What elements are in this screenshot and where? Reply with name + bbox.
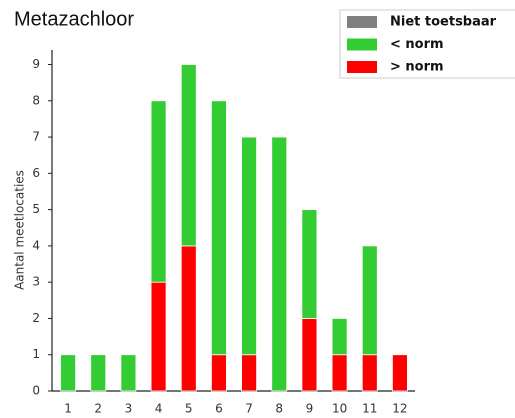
y-tick-label: 9	[32, 57, 40, 71]
bar-segment	[301, 318, 318, 392]
bar-segment	[180, 245, 197, 392]
legend-label: Niet toetsbaar	[390, 15, 497, 30]
bar-segment	[60, 354, 76, 392]
y-axis-label: Aantal meetlocaties	[13, 170, 27, 290]
bar-segment	[301, 209, 318, 319]
bar-segment	[271, 136, 288, 392]
x-tick-label: 7	[245, 402, 253, 416]
legend-swatch	[347, 61, 377, 73]
y-tick-label: 0	[32, 384, 40, 398]
bar-segment	[211, 354, 227, 392]
y-tick-label: 2	[32, 311, 40, 325]
bar-segment	[361, 354, 378, 392]
y-tick-label: 5	[32, 202, 40, 216]
bar-segment	[180, 64, 197, 247]
y-tick-label: 3	[32, 275, 40, 289]
legend-label: > norm	[390, 60, 444, 75]
x-tick-label: 12	[392, 402, 407, 416]
bar-segment	[90, 354, 107, 392]
bar-segment	[211, 100, 227, 356]
bar-segment	[241, 136, 257, 356]
legend-swatch	[347, 38, 377, 51]
x-tick-label: 5	[185, 402, 193, 416]
y-tick-label: 6	[32, 166, 40, 180]
y-tick-label: 1	[32, 347, 40, 361]
x-tick-label: 4	[155, 402, 163, 416]
chart-title: Metazachloor	[14, 8, 134, 30]
bar-segment	[331, 318, 348, 356]
legend-label: < norm	[390, 37, 444, 52]
x-tick-label: 11	[362, 402, 377, 416]
bar-segment	[241, 354, 257, 392]
bar-segment	[392, 354, 408, 392]
bar-segment	[150, 100, 167, 283]
bar-segment	[150, 281, 167, 392]
x-tick-label: 6	[215, 402, 223, 416]
x-tick-label: 10	[332, 402, 347, 416]
y-tick-label: 7	[32, 130, 40, 144]
legend-swatch	[347, 16, 377, 28]
bar-segment	[120, 354, 137, 392]
x-tick-label: 1	[64, 402, 72, 416]
y-tick-label: 4	[32, 238, 40, 252]
x-tick-label: 9	[306, 402, 314, 416]
y-tick-label: 8	[32, 93, 40, 107]
bar-segment	[331, 354, 348, 392]
x-tick-label: 2	[94, 402, 102, 416]
x-tick-label: 3	[125, 402, 133, 416]
bar-segment	[361, 245, 378, 356]
x-tick-label: 8	[275, 402, 283, 416]
